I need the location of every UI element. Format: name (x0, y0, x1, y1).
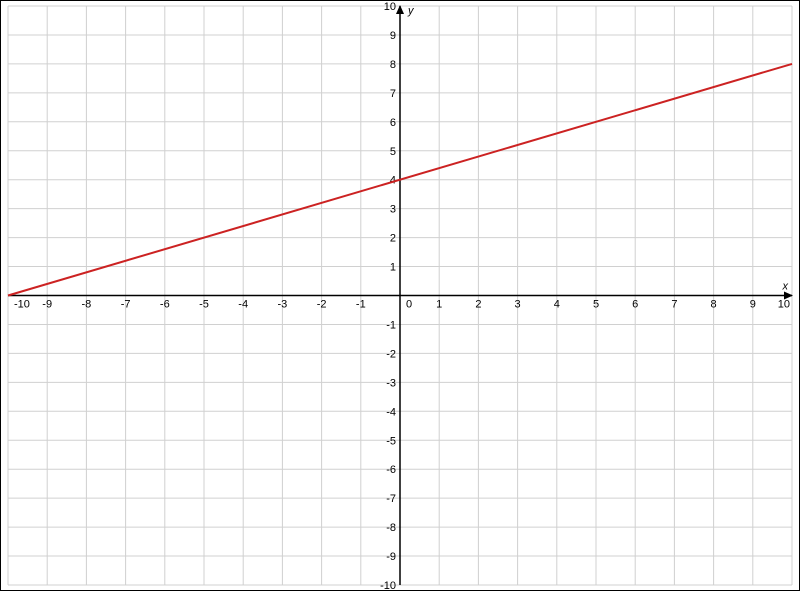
tick-label: -8 (82, 299, 92, 311)
tick-label: -7 (121, 299, 131, 311)
tick-label: 1 (390, 262, 396, 274)
tick-label: -9 (386, 551, 396, 563)
tick-label: 7 (390, 88, 396, 100)
tick-label: 3 (390, 204, 396, 216)
tick-label: 9 (750, 299, 756, 311)
tick-label: -3 (278, 299, 288, 311)
tick-label: -10 (14, 299, 30, 311)
tick-label: -6 (386, 464, 396, 476)
tick-label: 9 (390, 30, 396, 42)
tick-label: -6 (160, 299, 170, 311)
tick-label: 3 (515, 299, 521, 311)
tick-label: 10 (384, 1, 396, 13)
chart-svg: -10-9-8-7-6-5-4-3-2-1012345678910-10-9-8… (0, 0, 800, 591)
tick-label: -4 (386, 406, 396, 418)
tick-label: 6 (632, 299, 638, 311)
tick-label: -2 (386, 348, 396, 360)
x-axis-label: x (782, 281, 789, 293)
tick-label: 7 (671, 299, 677, 311)
coordinate-plane-chart: -10-9-8-7-6-5-4-3-2-1012345678910-10-9-8… (0, 0, 800, 591)
tick-label: -7 (386, 493, 396, 505)
tick-label: -1 (386, 319, 396, 331)
tick-label: -1 (356, 299, 366, 311)
tick-label: -3 (386, 377, 396, 389)
tick-label: 1 (436, 299, 442, 311)
tick-label: -10 (380, 580, 396, 591)
tick-label: 0 (406, 299, 412, 311)
tick-label: 10 (778, 299, 790, 311)
tick-label: 5 (390, 146, 396, 158)
tick-label: 2 (390, 233, 396, 245)
tick-label: 8 (711, 299, 717, 311)
tick-label: 2 (475, 299, 481, 311)
tick-label: -5 (386, 435, 396, 447)
tick-label: -5 (199, 299, 209, 311)
tick-label: -9 (42, 299, 52, 311)
tick-label: 5 (593, 299, 599, 311)
tick-label: 6 (390, 117, 396, 129)
tick-label: 4 (554, 299, 560, 311)
tick-label: -4 (238, 299, 248, 311)
y-axis-label: y (407, 5, 415, 17)
tick-label: -2 (317, 299, 327, 311)
tick-label: 8 (390, 59, 396, 71)
tick-label: -8 (386, 522, 396, 534)
